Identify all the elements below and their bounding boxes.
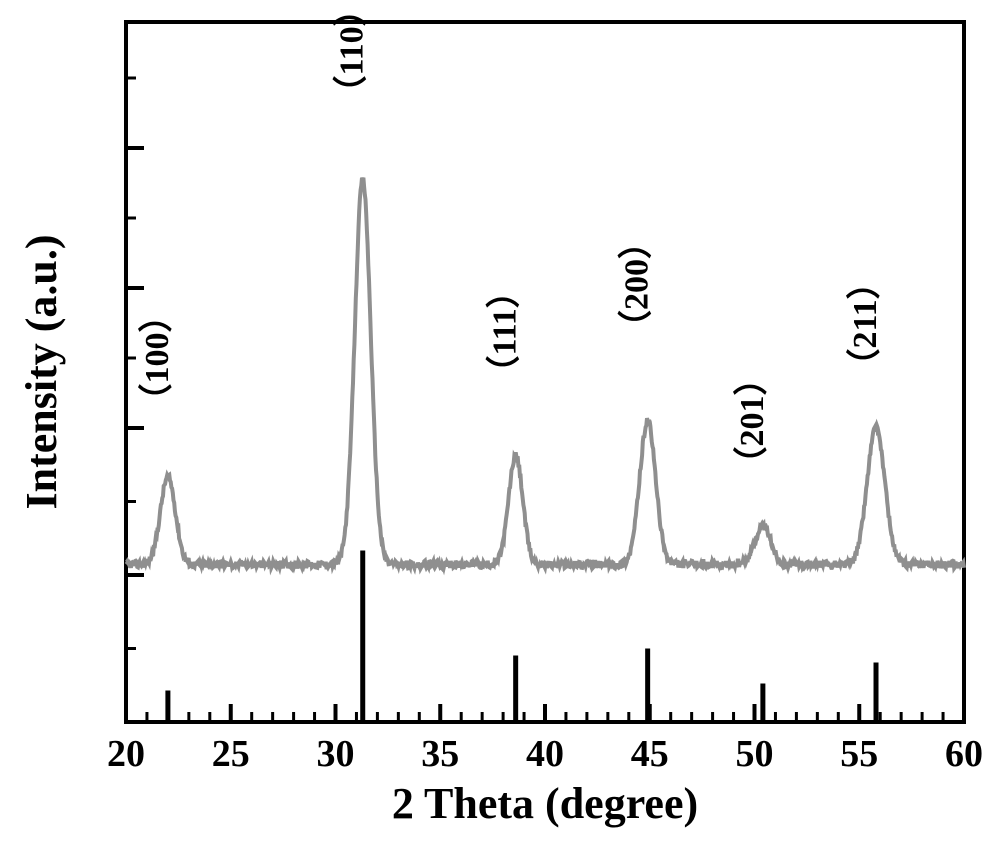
x-tick-label: 40	[526, 733, 564, 775]
x-tick-label: 35	[421, 733, 459, 775]
plot-frame	[126, 22, 964, 722]
x-tick-label: 20	[107, 733, 145, 775]
x-tick-label: 45	[631, 733, 669, 775]
peak-label: （110）	[332, 0, 371, 110]
xrd-chart: 20 25 30 35 40 45 50 55 60 2 Theta (degree) Intens…	[0, 0, 1000, 856]
peak-label: （100）	[137, 299, 176, 418]
peak-label: （200）	[617, 225, 656, 344]
y-axis-title: Intensity (a.u.)	[17, 234, 66, 509]
x-tick-label: 60	[945, 733, 983, 775]
x-axis-title: 2 Theta (degree)	[392, 779, 698, 828]
x-tick-label: 25	[212, 733, 250, 775]
xrd-trace	[126, 178, 964, 569]
peak-label: （111）	[485, 274, 524, 389]
x-tick-label: 55	[840, 733, 878, 775]
peak-label: （211）	[845, 265, 884, 382]
x-tick-label: 50	[736, 733, 774, 775]
chart-svg: 20 25 30 35 40 45 50 55 60 2 Theta (degree) Intens…	[0, 0, 1000, 856]
x-tick-label: 30	[317, 733, 355, 775]
peak-label: （201）	[732, 362, 771, 481]
